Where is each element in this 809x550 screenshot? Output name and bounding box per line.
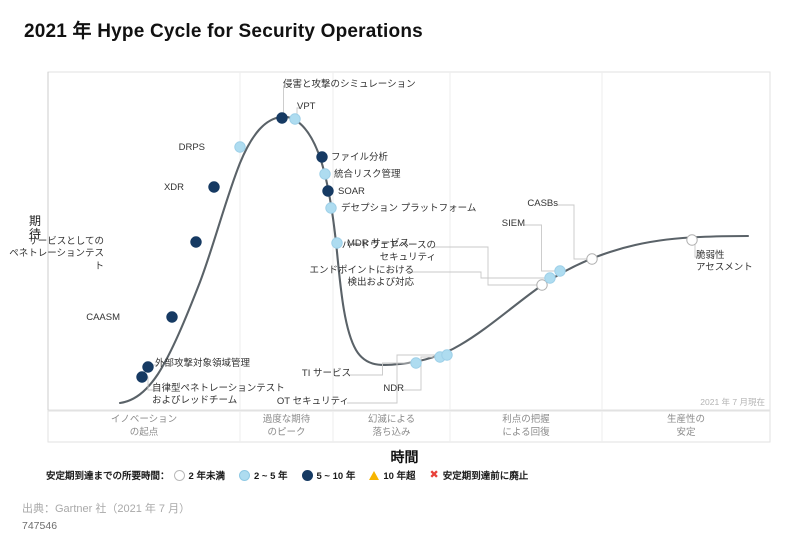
phase-label-1: 過度な期待 のピーク — [262, 414, 311, 438]
legend-circle-icon — [173, 469, 185, 481]
node-dot[interactable]: SIEM — 2 ~ 5 年 — [554, 265, 566, 277]
chart-canvas: 自律型ペネトレーションテスト およびレッドチーム — 5 ~ 10 年外部攻撃対… — [47, 71, 771, 443]
node-label: 統合リスク管理 — [334, 169, 401, 180]
legend: 安定期到達までの所要時間： 2 年未満 2 ~ 5 年 5 ~ 10 年 10 年超 ✖… — [46, 468, 542, 482]
leader-line — [412, 271, 550, 279]
node-label: XDR — [163, 182, 184, 193]
node-label: ハードウェアベースの セキュリティ — [341, 240, 436, 264]
node-dot[interactable]: OT セキュリティ — 2 ~ 5 年 — [441, 349, 453, 361]
node-dot[interactable]: VPT — 2 ~ 5 年 — [289, 113, 301, 125]
node-label: NDR — [383, 383, 404, 394]
node-label: 自律型ペネトレーションテスト およびレッドチーム — [152, 383, 285, 407]
node-dot[interactable]: SOAR — 5 ~ 10 年 — [322, 185, 334, 197]
phase-dividers — [239, 411, 603, 442]
node-label: SOAR — [338, 186, 365, 197]
node-label: DRPS — [178, 142, 205, 153]
node-label: CASBs — [527, 198, 558, 209]
node-dot[interactable]: TI サービス — 2 ~ 5 年 — [410, 357, 422, 369]
node-dot[interactable]: MDR サービス — 2 ~ 5 年 — [331, 237, 343, 249]
legend-title: 安定期到達までの所要時間： — [46, 471, 170, 482]
phase-labels-row: イノベーション の起点 過度な期待 のピーク 幻滅による 落ち込み 利点の把握 による… — [48, 412, 770, 442]
node-dot[interactable]: デセプション プラットフォーム — 2 ~ 5 年 — [325, 202, 337, 214]
node-label: 侵害と攻撃のシミュレーション — [283, 79, 416, 90]
phase-label-3: 利点の把握 による回復 — [502, 414, 550, 438]
node-dot[interactable]: ハードウェアベースの セキュリティ — 2 年未満 — [536, 279, 548, 291]
leader-line — [349, 362, 416, 376]
legend-cross-icon: ✖ — [429, 468, 439, 481]
leader-line — [434, 246, 542, 286]
leader-line — [556, 204, 592, 260]
legend-item-label: 安定期到達前に廃止 — [442, 471, 529, 482]
node-dot[interactable]: CASBs — 2 年未満 — [586, 253, 598, 265]
leader-lines — [142, 85, 698, 404]
node-dot[interactable]: 外部攻撃対象領域管理 — 5 ~ 10 年 — [142, 361, 154, 373]
legend-circle-icon — [238, 469, 250, 481]
legend-item-0: 2 年未満 — [173, 468, 225, 482]
node-dot[interactable]: CAASM — 5 ~ 10 年 — [166, 311, 178, 323]
phase-label-4: 生産性の 安定 — [666, 414, 705, 438]
hype-cycle-chart: 自律型ペネトレーションテスト およびレッドチーム — 5 ~ 10 年外部攻撃対… — [9, 71, 771, 465]
node-label: CAASM — [86, 312, 120, 323]
leader-line — [523, 224, 560, 272]
legend-circle-icon — [301, 469, 313, 481]
node-label: MDR サービス — [347, 238, 410, 249]
legend-item-label: 10 年超 — [383, 471, 416, 482]
node-dot[interactable]: 脆弱性 アセスメント — 2 年未満 — [686, 234, 698, 246]
node-label: サービスとしての ペネトレーションテスト — [9, 236, 104, 272]
legend-item-label: 2 年未満 — [188, 471, 225, 482]
node-dot[interactable]: サービスとしての ペネトレーションテスト — 5 ~ 10 年 — [190, 236, 202, 248]
node-dot[interactable]: 侵害と攻撃のシミュレーション — 5 ~ 10 年 — [276, 112, 288, 124]
phase-label-2: 幻滅による 落ち込み — [367, 414, 416, 438]
node-label: 外部攻撃対象領域管理 — [155, 358, 251, 369]
node-label: TI サービス — [301, 368, 351, 379]
node-label: ファイル分析 — [331, 152, 389, 163]
footer-id: 747546 — [22, 520, 58, 532]
node-dots: 自律型ペネトレーションテスト およびレッドチーム — 5 ~ 10 年外部攻撃対… — [136, 112, 698, 383]
phase-label-0: イノベーション の起点 — [110, 414, 178, 438]
node-label: VPT — [297, 101, 316, 112]
leader-line — [347, 354, 447, 404]
legend-triangle-icon — [369, 470, 380, 480]
legend-item-4: ✖ 安定期到達前に廃止 — [430, 468, 529, 482]
y-axis-label: 期待 — [28, 214, 41, 241]
node-label: SIEM — [501, 218, 525, 229]
legend-item-2: 5 ~ 10 年 — [301, 468, 356, 482]
node-label: デセプション プラットフォーム — [341, 203, 477, 214]
node-dot[interactable]: エンドポイントにおける 検出および対応 — 2 ~ 5 年 — [544, 272, 556, 284]
node-dot[interactable]: ファイル分析 — 5 ~ 10 年 — [316, 151, 328, 163]
page-title: 2021 年 Hype Cycle for Security Operation… — [24, 21, 423, 42]
node-dot[interactable]: 統合リスク管理 — 2 ~ 5 年 — [319, 168, 331, 180]
node-label: エンドポイントにおける 検出および対応 — [309, 265, 414, 289]
phase-band-frame — [47, 410, 771, 443]
legend-item-label: 5 ~ 10 年 — [316, 471, 356, 482]
node-dot[interactable]: 自律型ペネトレーションテスト およびレッドチーム — 5 ~ 10 年 — [136, 371, 148, 383]
footer-source: 出典：Gartner 社（2021 年 7 月） — [22, 503, 191, 515]
x-axis-label: 時間 — [390, 449, 419, 465]
node-dot[interactable]: XDR — 5 ~ 10 年 — [208, 181, 220, 193]
node-label: 脆弱性 アセスメント — [696, 250, 753, 274]
node-label: OT セキュリティ — [276, 396, 349, 407]
legend-item-3: 10 年超 — [369, 468, 416, 482]
legend-item-1: 2 ~ 5 年 — [238, 468, 288, 482]
legend-item-label: 2 ~ 5 年 — [253, 471, 288, 482]
as-of-note: 2021 年 7 月現在 — [700, 397, 765, 407]
leader-line — [402, 356, 440, 391]
node-dot[interactable]: DRPS — 2 ~ 5 年 — [234, 141, 246, 153]
